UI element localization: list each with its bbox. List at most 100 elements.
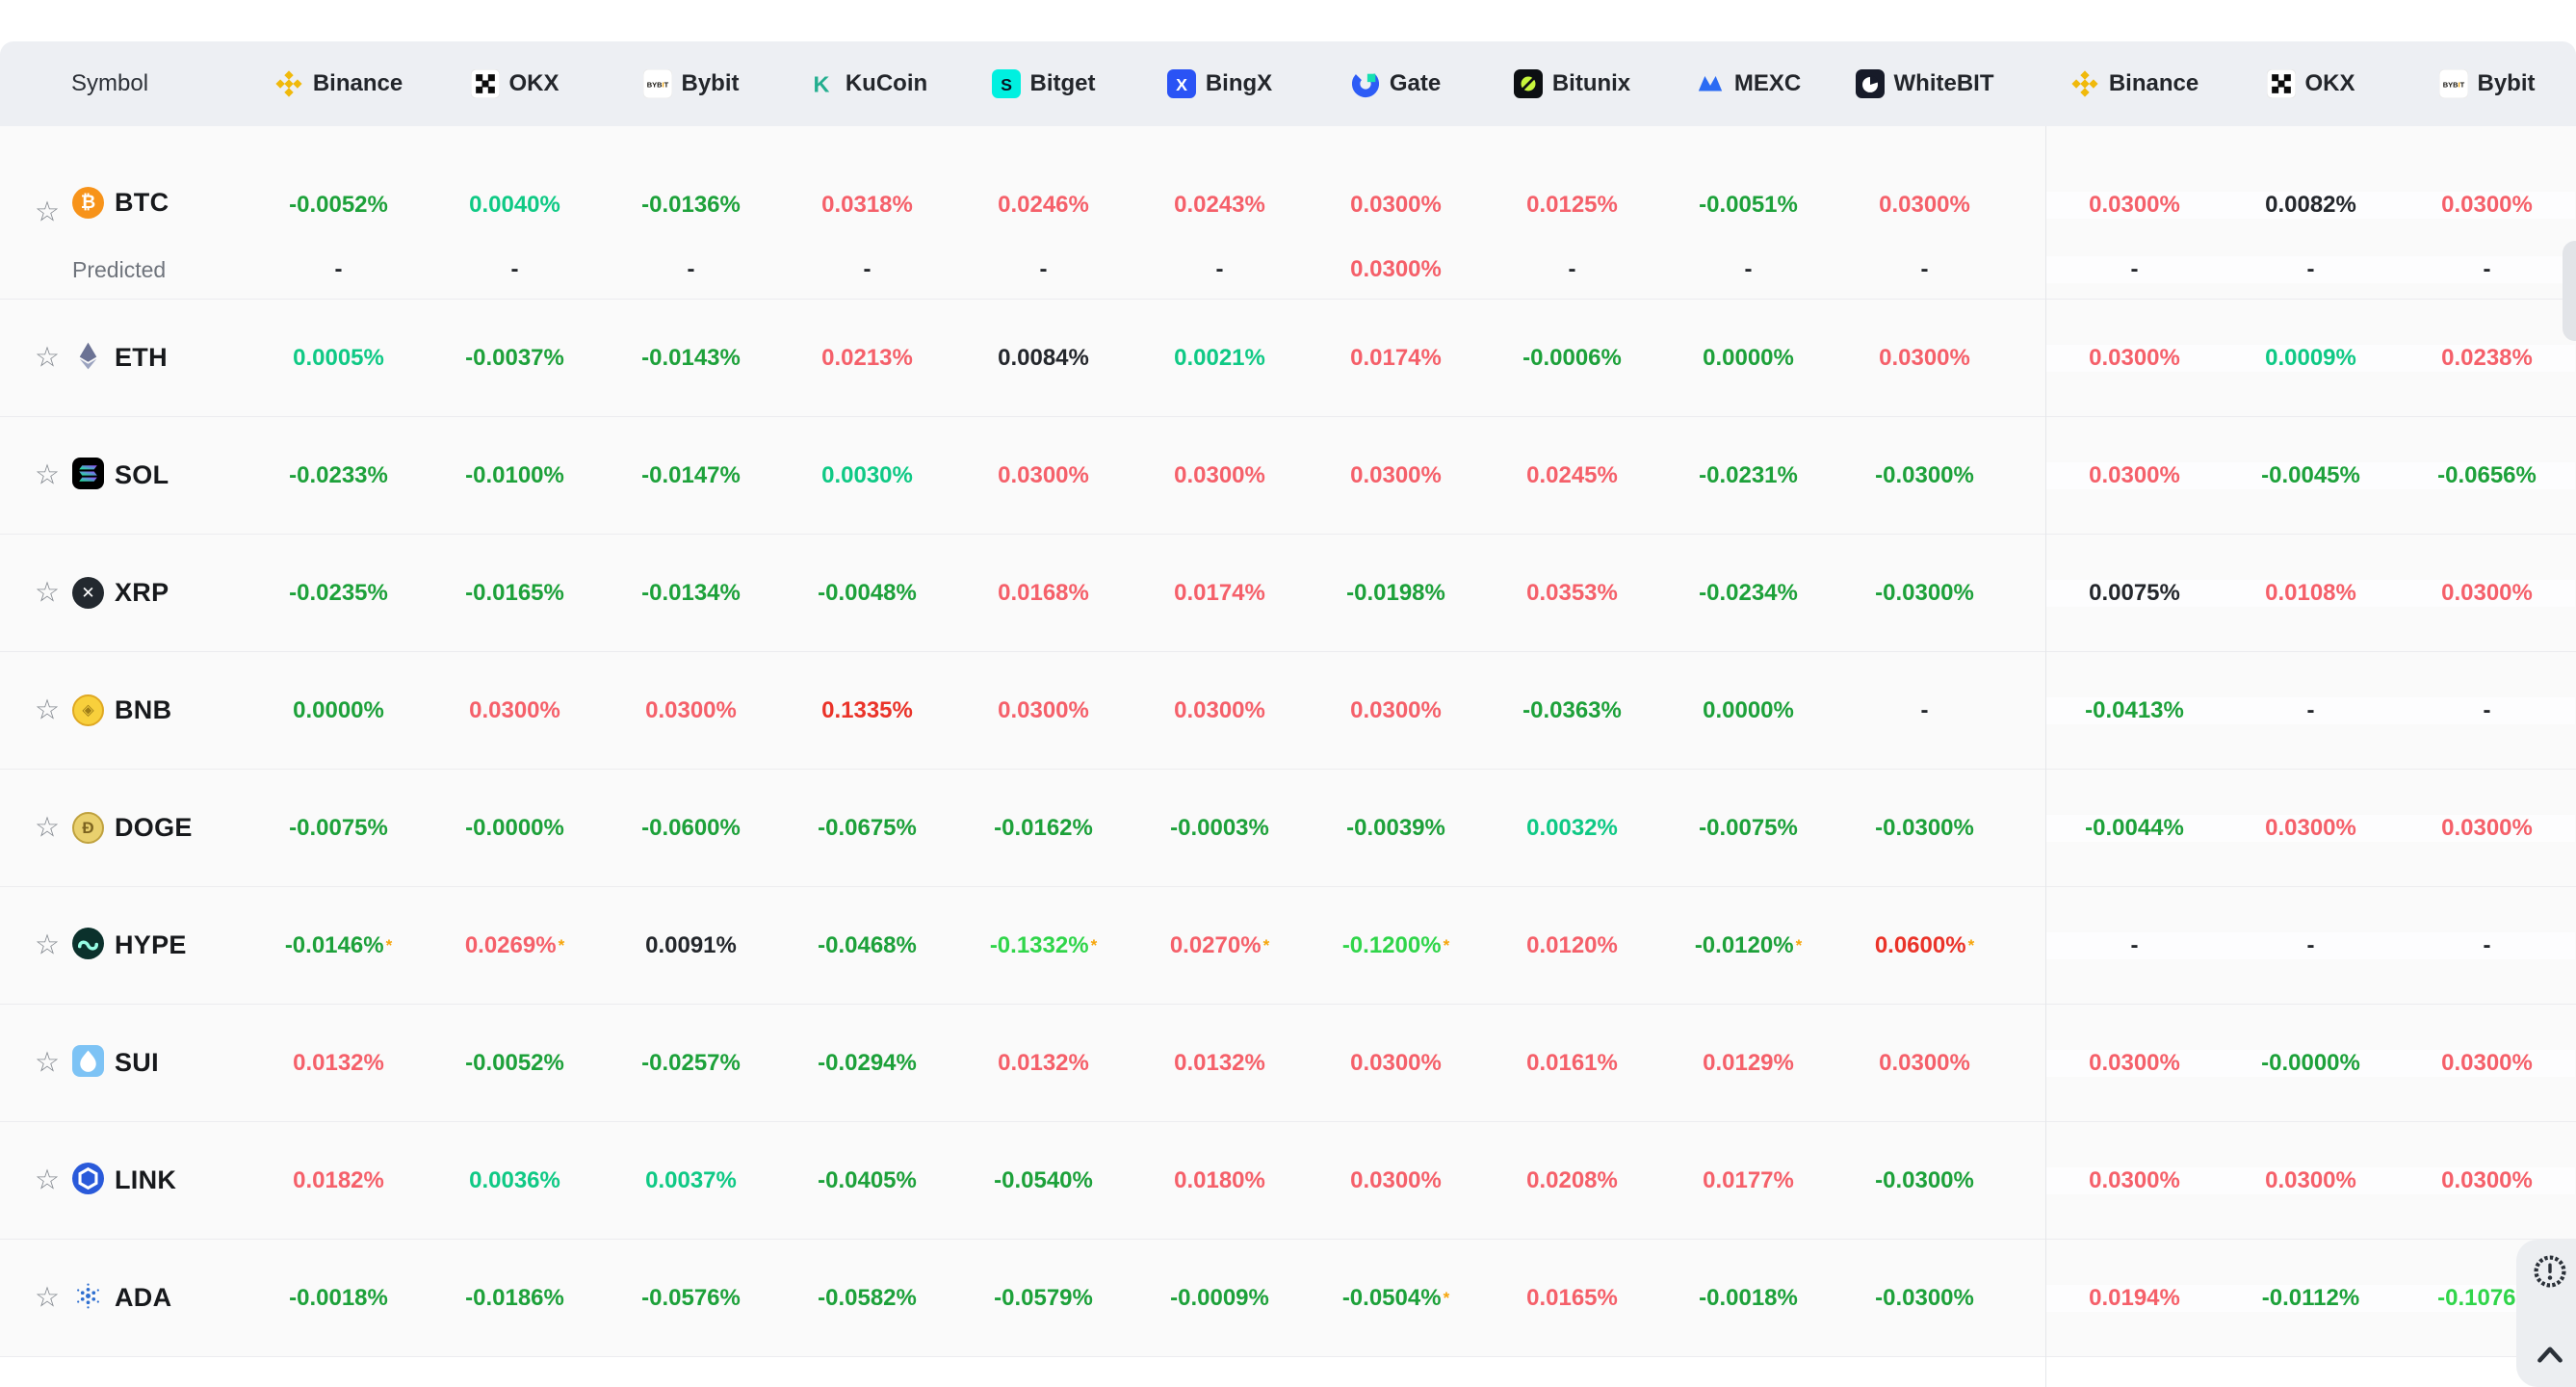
rate-cell: 0.0021% [1174, 344, 1265, 371]
exchange-column-header-okx-2[interactable]: OKX [2223, 69, 2399, 99]
exchange-column-header-gate[interactable]: Gate [1308, 69, 1484, 99]
rate-cell: -0.0037% [465, 344, 564, 371]
exchange-column-header-whitebit[interactable]: WhiteBIT [1836, 69, 2013, 99]
table-row-xrp: ☆ ✕ XRP -0.0235% -0.0165% -0.0134% -0.0048% 0.0… [0, 535, 2576, 652]
exchange-column-header-bybit-2[interactable]: BYBIT Bybit [2399, 69, 2575, 99]
rate-cell: -0.0165% [465, 579, 564, 606]
rate-cell: 0.0300% [2046, 1049, 2223, 1077]
bingx-icon: X [1167, 69, 1197, 99]
rate-cell: 0.0032% [1526, 814, 1618, 841]
symbol-cell-btc[interactable]: ₿ BTC [0, 187, 250, 219]
symbol-label: LINK [115, 1165, 177, 1194]
symbol-label: ETH [115, 343, 168, 372]
funding-rates-table: Symbol Binance OKX BYBIT Bybit K KuCoin S Bitge… [0, 41, 2576, 1357]
alert-badge-icon [2530, 1251, 2570, 1296]
rate-cell: -0.0048% [818, 579, 917, 606]
rate-cell: 0.0300% [2046, 461, 2223, 489]
rate-cell: 0.0208% [1526, 1166, 1618, 1193]
rate-cell: 0.0600% * [1874, 931, 1975, 958]
rate-cell: 0.0245% [1526, 461, 1618, 488]
column-group-divider [2045, 126, 2046, 1387]
sol-icon [72, 457, 104, 494]
scrollbar-thumb[interactable] [2563, 241, 2576, 341]
svg-text:X: X [1176, 75, 1187, 94]
exchange-name-label: Bitget [1029, 70, 1096, 96]
scroll-to-top-button[interactable] [2534, 1342, 2566, 1372]
rate-cell: -0.0006% [1522, 344, 1622, 371]
asterisk-flag: * [1262, 935, 1270, 955]
exchange-column-header-bingx[interactable]: X BingX [1132, 69, 1308, 99]
rate-cell: 0.0194% [2046, 1284, 2223, 1312]
symbol-cell-link[interactable]: LINK [0, 1162, 250, 1199]
exchange-column-header-bybit[interactable]: BYBIT Bybit [603, 69, 779, 99]
symbol-cell-ada[interactable]: ADA [0, 1280, 250, 1317]
exchange-column-header-binance[interactable]: Binance [250, 69, 427, 99]
rate-cell: - [2399, 931, 2575, 959]
whitebit-icon [1856, 69, 1886, 99]
rate-cell: -0.0579% [994, 1284, 1093, 1311]
rate-cell: -0.0052% [465, 1049, 564, 1076]
rate-cell: -0.0052% [289, 192, 388, 218]
rate-cell: -0.0136% [641, 192, 741, 218]
alert-badge-button[interactable] [2530, 1251, 2570, 1296]
asterisk-flag: * [385, 935, 393, 955]
favorite-star-icon[interactable]: ☆ [35, 929, 60, 960]
symbol-cell-hype[interactable]: HYPE [0, 927, 250, 964]
rate-cell: -0.0162% [994, 814, 1093, 841]
rate-cell: -0.0234% [1699, 579, 1798, 606]
symbol-label: HYPE [115, 930, 187, 959]
symbol-cell-xrp[interactable]: ✕ XRP [0, 577, 250, 609]
rate-cell: 0.0300% [998, 696, 1089, 723]
rate-cell: 0.0300% [2399, 1166, 2575, 1194]
rate-cell: 0.0082% [2223, 192, 2399, 219]
rate-cell: 0.0213% [821, 344, 913, 371]
exchange-column-header-bitget[interactable]: S Bitget [955, 69, 1132, 99]
rate-cell: 0.0300% [2399, 1049, 2575, 1077]
favorite-star-icon[interactable]: ☆ [35, 459, 60, 490]
symbol-label: ADA [115, 1283, 172, 1312]
rate-cell: -0.0300% [1875, 1284, 1974, 1311]
exchange-column-header-okx[interactable]: OKX [427, 69, 603, 99]
gate-icon [1351, 69, 1381, 99]
rate-cell: 0.0091% [645, 931, 737, 958]
rate-cell: -0.0039% [1346, 814, 1445, 841]
table-body: ☆ ₿ BTC -0.0052% 0.0040% -0.0136% 0.0318% 0.024… [0, 126, 2576, 1357]
symbol-cell-bnb[interactable]: ◈ BNB [0, 694, 250, 726]
rate-cell: 0.0168% [998, 579, 1089, 606]
exchange-column-header-bitunix[interactable]: Bitunix [1484, 69, 1660, 99]
symbol-cell-doge[interactable]: Ð DOGE [0, 812, 250, 844]
exchange-name-label: Bybit [681, 70, 740, 96]
favorite-star-icon[interactable]: ☆ [35, 196, 60, 227]
rate-cell: 0.0161% [1526, 1049, 1618, 1076]
exchange-column-header-mexc[interactable]: MEXC [1660, 69, 1836, 99]
rate-cell: 0.0174% [1174, 579, 1265, 606]
rate-cell: -0.0300% [1875, 1166, 1974, 1193]
hype-icon [72, 927, 104, 964]
favorite-star-icon[interactable]: ☆ [35, 694, 60, 725]
rate-cell: - [334, 256, 343, 282]
exchange-column-header-kucoin[interactable]: K KuCoin [779, 69, 955, 99]
rate-cell: 0.0009% [2223, 344, 2399, 372]
rate-cell: -0.0231% [1699, 461, 1798, 488]
rate-cell: 0.0238% [2399, 344, 2575, 372]
favorite-star-icon[interactable]: ☆ [35, 1282, 60, 1313]
favorite-star-icon[interactable]: ☆ [35, 1165, 60, 1195]
exchange-column-header-binance-2[interactable]: Binance [2046, 69, 2223, 99]
rate-cell: 0.0037% [645, 1166, 737, 1193]
favorite-star-icon[interactable]: ☆ [35, 1047, 60, 1078]
rate-cell: 0.0182% [293, 1166, 384, 1193]
asterisk-flag: * [1443, 935, 1450, 955]
symbol-column-header: Symbol [0, 70, 250, 97]
symbol-cell-eth[interactable]: ETH [0, 340, 250, 377]
rate-cell: 0.0129% [1703, 1049, 1794, 1076]
rate-cell: 0.0300% [1350, 1166, 1442, 1193]
symbol-cell-sol[interactable]: SOL [0, 457, 250, 494]
rate-cell: 0.0300% [1174, 461, 1265, 488]
symbol-cell-sui[interactable]: SUI [0, 1044, 250, 1082]
table-row-ada: ☆ ADA -0.0018% -0.0186% -0.0576% -0.0582% -0.0… [0, 1240, 2576, 1357]
rate-cell: -0.0363% [1522, 696, 1622, 723]
favorite-star-icon[interactable]: ☆ [35, 342, 60, 373]
favorite-star-icon[interactable]: ☆ [35, 577, 60, 608]
favorite-star-icon[interactable]: ☆ [35, 812, 60, 843]
link-icon [72, 1162, 104, 1199]
